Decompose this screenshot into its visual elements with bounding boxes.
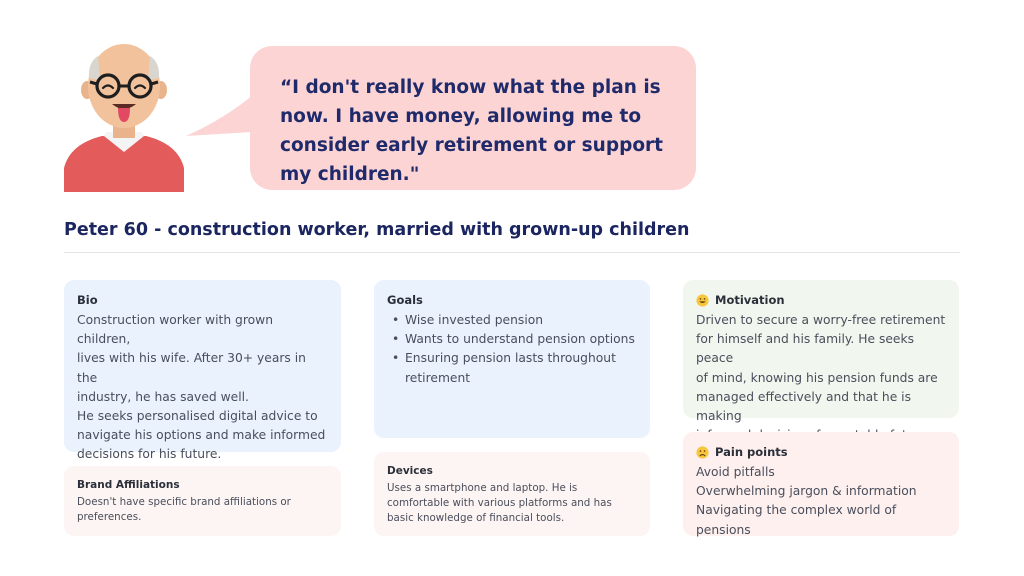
brand-affiliations-text: Doesn't have specific brand affiliations… [77, 495, 329, 525]
bio-line: navigate his options and make informed [77, 428, 326, 443]
frowning-face-icon [696, 445, 709, 459]
goal-item: Wise invested pension [387, 311, 638, 330]
pain-point-item: Overwhelming jargon & information [696, 484, 917, 499]
brand-line: preferences. [77, 511, 142, 523]
persona-title: Peter 60 - construction worker, married … [64, 220, 690, 240]
devices-card: Devices Uses a smartphone and laptop. He… [374, 452, 650, 536]
motivation-line: of mind, knowing his pension funds are [696, 370, 938, 385]
bio-line: Construction worker with grown children, [77, 313, 274, 347]
motivation-line: Driven to secure a worry-free retirement [696, 313, 946, 327]
devices-text: Uses a smartphone and laptop. He is comf… [387, 481, 638, 526]
motivation-text: Driven to secure a worry-free retirement… [696, 311, 947, 445]
bio-text: Construction worker with grown children,… [77, 311, 329, 465]
motivation-heading: Motivation [715, 293, 785, 307]
bio-card: Bio Construction worker with grown child… [64, 280, 341, 461]
bio-line: industry, he has saved well. [77, 389, 249, 404]
grinning-face-icon [696, 293, 709, 307]
bio-line: decisions for his future. [77, 447, 222, 462]
speech-bubble-tail [186, 96, 252, 136]
goals-list: Wise invested pension Wants to understan… [387, 311, 638, 388]
pain-point-item: Avoid pitfalls [696, 465, 775, 479]
goal-item: Wants to understand pension options [387, 330, 638, 349]
goals-card: Goals Wise invested pension Wants to und… [374, 280, 650, 438]
persona-quote: “I don't really know what the plan is no… [280, 73, 672, 189]
pain-point-item: Navigating the complex world of pensions [696, 503, 897, 537]
devices-line: basic knowledge of financial tools. [387, 512, 565, 524]
pain-points-heading: Pain points [715, 445, 788, 459]
devices-heading: Devices [387, 465, 433, 477]
speech-bubble: “I don't really know what the plan is no… [250, 46, 696, 190]
devices-line: comfortable with various platforms and h… [387, 497, 612, 509]
motivation-line: for himself and his family. He seeks pea… [696, 332, 915, 366]
title-divider [64, 252, 960, 253]
goal-item-continued: retirement [405, 370, 471, 385]
brand-affiliations-card: Brand Affiliations Doesn't have specific… [64, 466, 341, 536]
quote-line: early retirement or support my children.… [280, 135, 663, 185]
avatar [64, 44, 184, 192]
devices-line: Uses a smartphone and laptop. He is [387, 482, 578, 494]
quote-line: I have money, allowing me to consider [280, 106, 642, 156]
goal-item: Ensuring pension lasts throughout [387, 349, 638, 368]
bio-heading: Bio [77, 293, 98, 307]
brand-line: Doesn't have specific brand affiliations… [77, 496, 291, 508]
pain-points-card: Pain points Avoid pitfalls Overwhelming … [683, 432, 959, 537]
goals-heading: Goals [387, 293, 423, 307]
motivation-line: managed effectively and that he is makin… [696, 389, 911, 424]
bio-line: lives with his wife. After 30+ years in … [77, 351, 306, 385]
pain-points-text: Avoid pitfalls Overwhelming jargon & inf… [696, 463, 947, 540]
bio-line: He seeks personalised digital advice to [77, 409, 318, 424]
motivation-card: Motivation Driven to secure a worry-free… [683, 280, 959, 442]
brand-affiliations-heading: Brand Affiliations [77, 479, 180, 491]
quote-line: “I don't really know what the plan is no… [280, 77, 661, 127]
